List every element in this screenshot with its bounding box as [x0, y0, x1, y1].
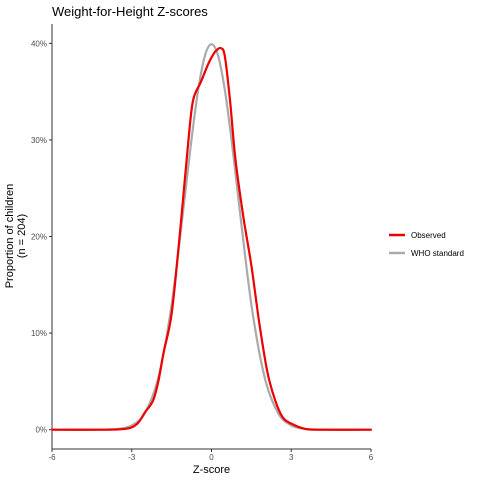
- chart-title: Weight-for-Height Z-scores: [52, 4, 208, 19]
- y-tick-label: 40%: [31, 39, 47, 48]
- x-axis-ticks: -6 -3 0 3 6: [48, 449, 374, 462]
- y-axis-title-line-1: Proportion of children: [4, 184, 16, 289]
- x-tick-label: 3: [289, 453, 294, 462]
- plot-area: 0% 10% 20% 30% 40% -6 -3 0 3 6: [31, 24, 374, 462]
- x-tick-label: -3: [128, 453, 136, 462]
- y-axis-title-line-2: (n = 204): [16, 214, 28, 258]
- x-tick-label: -6: [48, 453, 56, 462]
- x-tick-label: 6: [369, 453, 374, 462]
- series-line-who-standard: [50, 43, 373, 431]
- y-tick-label: 0%: [35, 426, 47, 435]
- y-axis-title: Proportion of children (n = 204): [4, 184, 28, 289]
- x-tick-label: 0: [209, 453, 214, 462]
- y-tick-label: 30%: [31, 136, 47, 145]
- legend-label-who-standard: WHO standard: [411, 249, 464, 258]
- legend: Observed WHO standard: [389, 231, 464, 258]
- y-tick-label: 10%: [31, 329, 47, 338]
- legend-label-observed: Observed: [411, 231, 446, 240]
- series-line-observed: [50, 46, 373, 431]
- series-lines: [50, 43, 373, 431]
- x-axis-title: Z-score: [193, 464, 230, 476]
- y-axis-ticks: 0% 10% 20% 30% 40%: [31, 39, 52, 435]
- y-tick-label: 20%: [31, 233, 47, 242]
